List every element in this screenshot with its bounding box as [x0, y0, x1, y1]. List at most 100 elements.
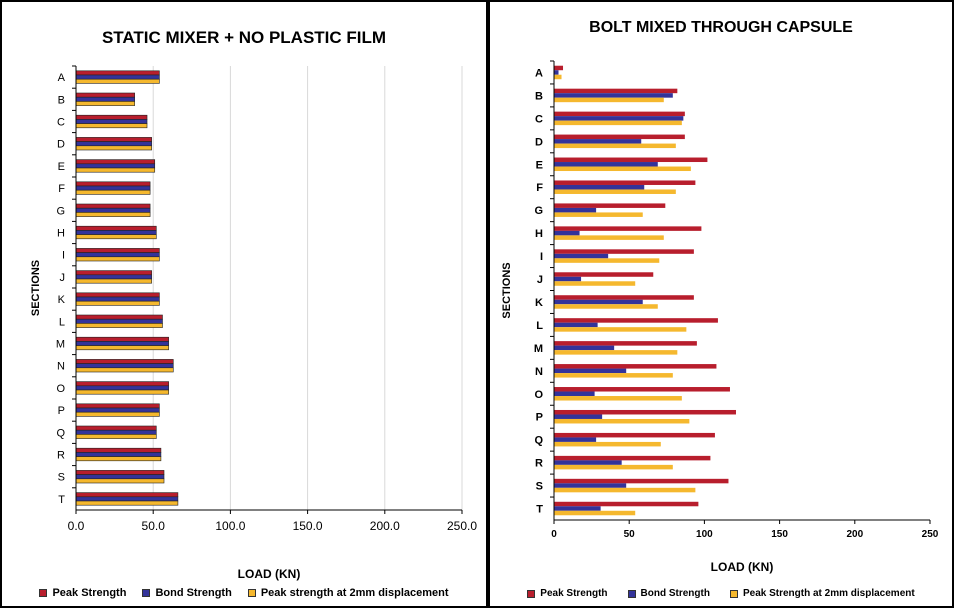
bar-peak2mm-r [75, 456, 162, 462]
bar-peak-b [554, 88, 678, 94]
bar-peak-r [554, 455, 711, 461]
bar-peak-q [554, 432, 715, 438]
bar-bond-r [75, 452, 162, 457]
y-tick-label: F [536, 182, 543, 194]
y-tick-label: L [536, 320, 543, 332]
legend-label: Peak Strength [52, 587, 127, 599]
bar-peak2mm-b [75, 101, 135, 106]
y-tick-label: E [58, 161, 65, 173]
legend-label: Peak Strength [540, 588, 608, 599]
legend-item-peak: Peak Strength [527, 588, 608, 599]
bar-bond-m [75, 341, 169, 346]
y-tick-label: H [535, 228, 543, 240]
bar-peak2mm-t [554, 510, 636, 516]
y-tick-label: B [535, 90, 543, 102]
x-tick-label: 100.0 [215, 519, 245, 533]
y-tick-label: M [56, 339, 65, 351]
y-tick-label: D [57, 139, 65, 151]
bar-peak-d [75, 137, 152, 142]
bar-peak2mm-p [554, 418, 690, 424]
bar-peak-l [75, 314, 163, 320]
bar-bond-b [554, 93, 673, 98]
bar-peak2mm-k [75, 300, 160, 306]
bar-bond-n [75, 363, 174, 369]
bar-peak-t [554, 501, 699, 507]
bar-peak-h [554, 226, 702, 231]
bar-peak-p [75, 403, 160, 409]
bar-bond-o [75, 385, 169, 391]
bar-bond-a [75, 74, 160, 80]
chart-legend: Peak Strength Bond Strength Peak strength … [2, 587, 486, 599]
bar-peak2mm-i [554, 258, 660, 263]
bar-bond-d [554, 139, 642, 144]
bar-peak2mm-q [554, 441, 661, 447]
bar-peak2mm-l [75, 323, 163, 328]
y-tick-label: P [536, 412, 543, 424]
bar-bond-f [554, 184, 645, 190]
y-tick-label: M [534, 343, 543, 355]
bar-peak-m [554, 341, 697, 346]
y-axis-title: SECTIONS [501, 262, 513, 318]
bar-peak2mm-i [75, 256, 160, 262]
bar-peak2mm-s [75, 478, 165, 484]
bar-bond-t [75, 496, 179, 502]
y-tick-label: A [58, 72, 66, 84]
y-tick-label: R [57, 450, 65, 462]
bar-peak-f [554, 180, 696, 185]
bar-peak-e [554, 157, 708, 163]
x-tick-label: 0 [551, 529, 557, 540]
y-tick-label: F [58, 183, 65, 195]
y-tick-label: N [57, 361, 65, 373]
bar-peak2mm-h [554, 235, 664, 240]
y-tick-label: K [58, 294, 66, 306]
bar-bond-c [75, 119, 148, 124]
legend-swatch [142, 589, 151, 597]
x-tick-label: 150.0 [293, 519, 323, 533]
bar-peak-i [554, 249, 694, 254]
x-axis-title: LOAD (KN) [711, 560, 774, 574]
bar-peak2mm-q [75, 434, 157, 439]
bar-peak2mm-e [554, 166, 691, 172]
y-tick-label: A [535, 67, 543, 79]
y-tick-label: T [58, 494, 65, 506]
y-tick-label: J [60, 272, 66, 284]
y-tick-label: I [62, 250, 65, 262]
legend-swatch [247, 589, 256, 597]
bar-bond-d [75, 141, 152, 147]
y-tick-label: K [535, 297, 543, 309]
bar-peak2mm-f [554, 189, 676, 194]
bar-bond-f [75, 185, 151, 191]
bar-bond-c [554, 116, 684, 121]
bar-bond-n [554, 368, 627, 374]
bar-peak-o [75, 381, 169, 387]
bar-bond-h [75, 230, 157, 235]
bar-peak2mm-m [75, 345, 169, 351]
legend-label: Peak strength at 2mm displacement [260, 587, 449, 599]
y-tick-label: Q [56, 427, 65, 439]
legend-item-peak: Peak Strength [39, 587, 126, 599]
bar-bond-q [554, 437, 597, 442]
bar-peak2mm-c [554, 120, 682, 126]
legend-item-peak2mm: Peak strength at 2mm displacement [247, 587, 449, 599]
bar-bond-i [554, 253, 609, 259]
bar-peak2mm-o [75, 389, 169, 395]
bar-peak-s [75, 470, 165, 475]
x-tick-label: 200.0 [370, 519, 400, 533]
x-tick-label: 250.0 [447, 519, 477, 533]
bar-bond-l [75, 318, 163, 324]
bar-bond-k [75, 296, 160, 302]
bar-bond-e [75, 163, 156, 169]
bar-peak-a [554, 65, 564, 71]
bar-peak2mm-m [554, 350, 678, 355]
bar-bond-o [554, 391, 595, 397]
bar-peak2mm-e [75, 167, 156, 173]
y-tick-label: C [535, 113, 543, 125]
y-tick-label: S [536, 481, 543, 493]
y-tick-label: I [540, 251, 543, 263]
y-tick-label: T [536, 504, 543, 516]
bar-bond-g [554, 207, 597, 213]
y-tick-label: Q [534, 435, 543, 447]
bar-bond-k [554, 299, 643, 305]
